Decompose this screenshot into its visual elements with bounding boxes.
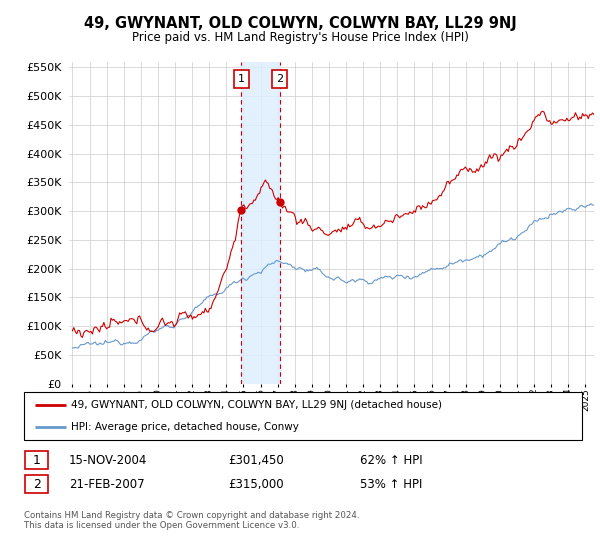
Text: 2: 2 <box>276 74 283 84</box>
Text: 1: 1 <box>238 74 245 84</box>
Text: 49, GWYNANT, OLD COLWYN, COLWYN BAY, LL29 9NJ: 49, GWYNANT, OLD COLWYN, COLWYN BAY, LL2… <box>83 16 517 31</box>
Text: 2: 2 <box>32 478 41 491</box>
FancyBboxPatch shape <box>25 475 48 493</box>
Text: 1: 1 <box>32 454 41 467</box>
Text: £301,450: £301,450 <box>228 454 284 467</box>
FancyBboxPatch shape <box>25 451 48 469</box>
Text: Contains HM Land Registry data © Crown copyright and database right 2024.
This d: Contains HM Land Registry data © Crown c… <box>24 511 359 530</box>
Text: HPI: Average price, detached house, Conwy: HPI: Average price, detached house, Conw… <box>71 422 299 432</box>
Bar <box>241 62 280 384</box>
FancyBboxPatch shape <box>24 392 582 440</box>
Text: 53% ↑ HPI: 53% ↑ HPI <box>360 478 422 491</box>
Text: 49, GWYNANT, OLD COLWYN, COLWYN BAY, LL29 9NJ (detached house): 49, GWYNANT, OLD COLWYN, COLWYN BAY, LL2… <box>71 400 442 410</box>
Text: Price paid vs. HM Land Registry's House Price Index (HPI): Price paid vs. HM Land Registry's House … <box>131 31 469 44</box>
Text: 15-NOV-2004: 15-NOV-2004 <box>69 454 148 467</box>
Text: 62% ↑ HPI: 62% ↑ HPI <box>360 454 422 467</box>
Text: £315,000: £315,000 <box>228 478 284 491</box>
Text: 21-FEB-2007: 21-FEB-2007 <box>69 478 145 491</box>
